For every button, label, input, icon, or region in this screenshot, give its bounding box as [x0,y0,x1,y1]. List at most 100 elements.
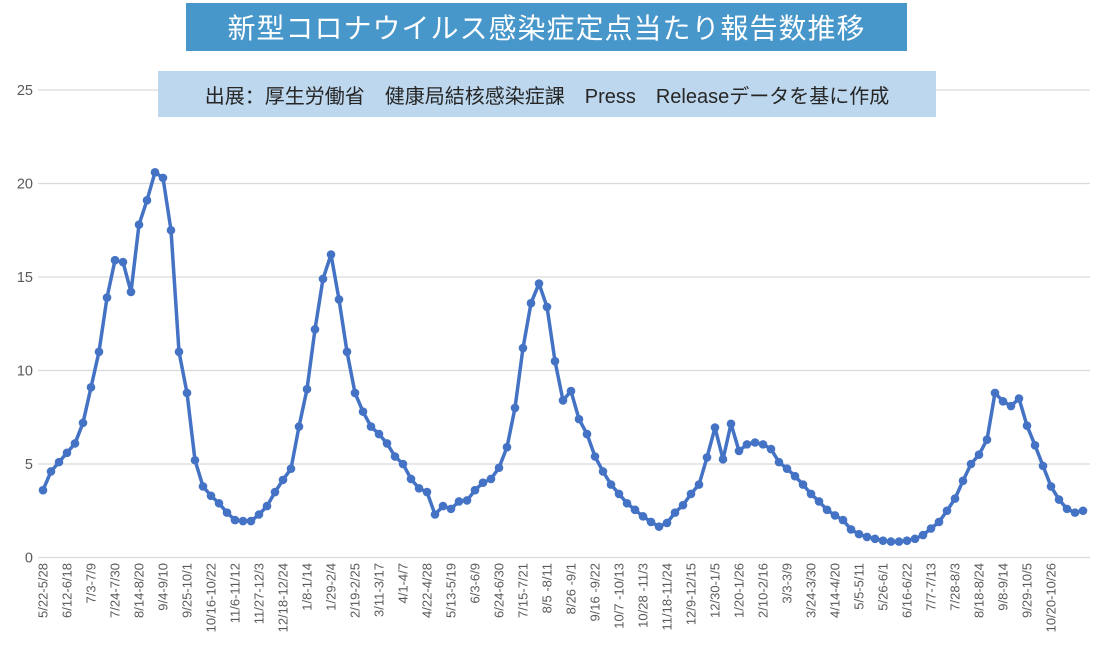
x-axis-tick-label: 7/24-7/30 [108,563,123,618]
data-point-marker [534,279,544,288]
data-point-marker [870,534,880,544]
x-axis-tick-label: 2/10-2/16 [756,563,771,618]
data-point-marker [822,505,832,515]
data-point-marker [878,536,888,545]
data-point-marker [790,471,800,481]
x-axis-tick-label: 5/13-5/19 [444,563,459,618]
x-axis-tick-label: 6/16-6/22 [900,563,915,618]
x-axis-tick-label: 6/24-6/30 [492,563,507,618]
data-point-marker [614,489,624,499]
data-point-marker [54,457,64,467]
data-point-marker [342,347,352,357]
x-axis-tick-label: 12/9-12/15 [684,563,699,625]
data-point-marker [798,480,808,489]
x-axis-tick-label: 8/5 -8/11 [540,563,555,613]
data-point-marker [686,489,696,499]
data-point-marker [262,501,272,511]
data-point-marker [918,530,928,540]
data-point-marker [414,484,424,493]
data-point-marker [862,532,872,542]
y-axis-tick-label: 10 [17,364,33,380]
x-axis-tick-label: 11/18-11/24 [660,563,675,630]
data-point-marker [134,220,144,229]
data-point-marker [654,522,664,531]
x-axis-tick-label: 11/6-11/12 [228,563,243,623]
data-point-marker [734,446,744,456]
x-axis-tick-label: 4/1-4/7 [396,563,411,603]
x-axis-tick-label: 10/20-10/26 [1044,563,1059,632]
data-point-marker [446,504,456,514]
data-point-marker [974,450,984,459]
data-point-marker [854,529,864,539]
data-point-marker [910,534,920,544]
data-point-marker [510,403,520,413]
data-point-marker [286,464,296,473]
data-point-marker [638,512,648,521]
data-point-marker [558,396,568,405]
data-point-marker [382,439,392,448]
x-axis-tick-label: 1/29-2/4 [324,563,339,611]
data-point-marker [62,448,72,458]
data-point-marker [462,496,472,505]
data-point-marker [118,257,128,267]
data-point-marker [846,525,856,534]
data-point-marker [1054,495,1064,504]
data-point-marker [550,356,560,366]
data-point-marker [566,386,576,396]
data-point-marker [750,438,760,447]
data-point-marker [838,515,848,525]
x-axis-tick-label: 5/26-6/1 [876,563,891,611]
chart-title-banner: 新型コロナウイルス感染症定点当たり報告数推移 [186,3,907,51]
x-axis-tick-label: 5/22-5/28 [36,563,51,618]
data-point-marker [126,287,136,297]
data-point-marker [814,497,824,506]
data-point-marker [270,487,280,497]
x-axis-tick-label: 8/14-8/20 [132,563,147,618]
data-point-marker [622,498,632,508]
data-point-marker [486,474,496,484]
data-point-markers [38,167,1088,546]
x-axis-tick-label: 9/4-9/10 [156,563,171,611]
data-point-marker [1070,508,1080,517]
data-point-marker [86,383,96,392]
x-axis-tick-label: 6/12-6/18 [60,563,75,618]
data-point-marker [430,510,440,519]
data-point-marker [78,418,88,428]
data-point-marker [542,302,552,312]
data-point-marker [582,429,592,439]
chart-title-text: 新型コロナウイルス感染症定点当たり報告数推移 [227,13,866,44]
data-point-marker [1030,441,1040,450]
data-point-marker [390,452,400,461]
x-axis-tick-labels: 5/22-5/28 6/12-6/18 7/3-7/9 7/24-7/30 8/14-8… [36,563,1059,632]
data-point-marker [966,459,976,469]
data-point-marker [678,500,688,510]
x-axis-tick-label: 10/7 -10/13 [612,563,627,629]
x-axis-tick-label: 10/28 -11/3 [636,563,651,628]
x-axis-tick-label: 4/22-4/28 [420,563,435,618]
x-axis-tick-label: 7/28-8/3 [948,563,963,611]
x-axis-tick-label: 7/7-7/13 [924,563,939,611]
data-point-marker [358,407,368,416]
data-point-marker [302,384,312,394]
data-point-marker [1006,401,1016,411]
x-axis-tick-label: 2/19-2/25 [348,563,363,618]
data-point-marker [574,414,584,424]
x-axis-tick-label: 11/27-12/3 [252,563,267,624]
x-axis-tick-label: 3/24-3/30 [804,563,819,618]
y-axis-tick-labels: 0 5 10 15 20 25 [17,83,33,567]
data-point-marker [646,517,656,527]
data-point-marker [662,518,672,528]
data-point-marker [718,455,728,464]
data-point-marker [726,419,736,429]
data-point-marker [518,343,528,353]
x-axis-tick-label: 6/3-6/9 [468,563,483,603]
x-axis-tick-label: 9/25-10/1 [180,563,195,618]
data-point-marker [190,455,200,465]
data-point-marker [94,347,104,357]
data-point-marker [1014,394,1024,403]
data-point-marker [470,485,480,495]
x-axis-tick-label: 3/3-3/9 [780,563,795,603]
data-point-marker [222,508,232,517]
chart-source-text: 出展：厚生労働省 健康局結核感染症課 Press Releaseデータを基に作成 [204,85,890,108]
data-point-marker [438,501,448,511]
